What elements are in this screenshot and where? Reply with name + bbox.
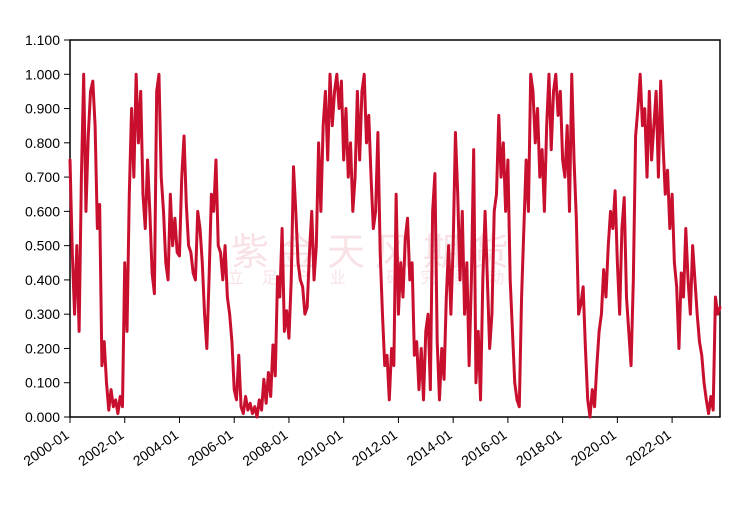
y-tick-label: 0.600 [25, 203, 60, 219]
y-tick-label: 0.700 [25, 169, 60, 185]
y-tick-label: 0.400 [25, 272, 60, 288]
y-tick-label: 1.000 [25, 66, 60, 82]
y-tick-label: 0.300 [25, 306, 60, 322]
y-tick-label: 0.200 [25, 340, 60, 356]
y-tick-label: 0.900 [25, 101, 60, 117]
line-chart: 0.000 0.100 0.200 0.300 0.400 0.500 0.600 0.700… [0, 0, 750, 507]
chart-container: 紫金天风期货 立足产业 研究驱动 0.0000.1000.2000.3000.4… [0, 0, 750, 507]
y-tick-label: 0.000 [25, 409, 60, 425]
y-tick-label: 0.800 [25, 135, 60, 151]
y-tick-label: 1.100 [25, 32, 60, 48]
y-tick-label: 0.500 [25, 238, 60, 254]
y-tick-label: 0.100 [25, 375, 60, 391]
